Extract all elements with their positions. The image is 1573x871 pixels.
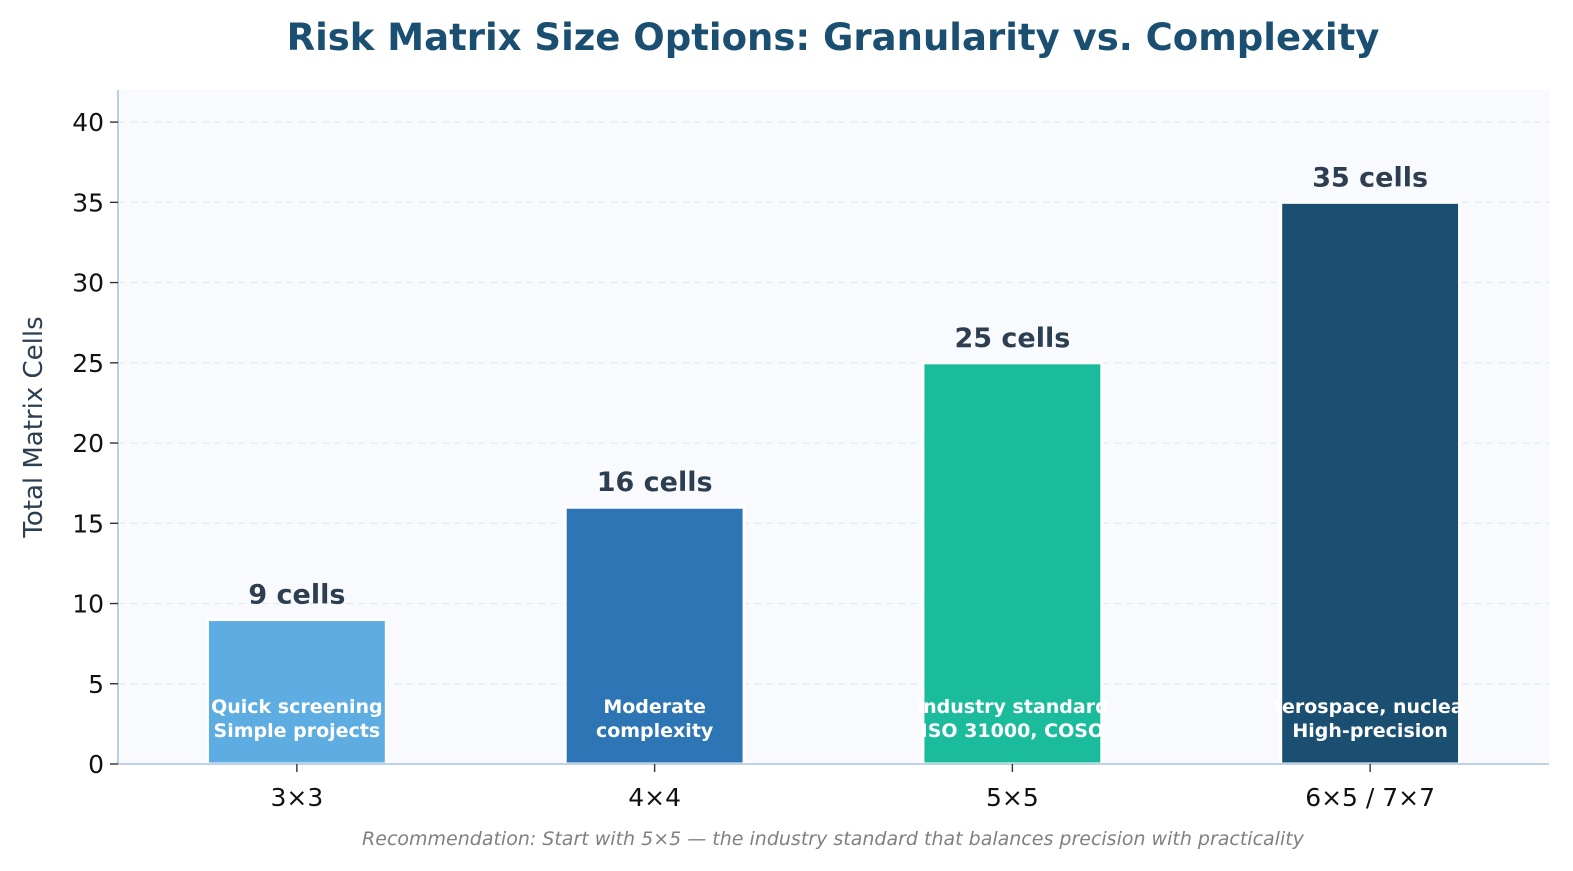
bar-description-line: Quick screening: [211, 696, 383, 718]
bar-description-line: Simple projects: [214, 720, 381, 742]
bar-description-line: complexity: [596, 720, 714, 742]
y-tick-label: 10: [72, 590, 104, 619]
bar-value-label: 25 cells: [954, 323, 1070, 354]
y-tick-label: 0: [88, 750, 104, 779]
y-tick-label: 5: [88, 670, 104, 699]
x-tick-label: 6×5 / 7×7: [1305, 783, 1435, 812]
bar-description-line: Aerospace, nuclear: [1267, 696, 1473, 718]
y-tick-label: 40: [72, 108, 104, 137]
bar: [921, 361, 1104, 766]
y-ticks: 0 5 10 15 20 25 30 35 40: [72, 108, 118, 779]
y-tick-label: 25: [72, 349, 104, 378]
bar: [205, 618, 388, 766]
y-axis-label: Total Matrix Cells: [19, 316, 49, 538]
bar-value-label: 16 cells: [597, 467, 713, 498]
bar: [563, 505, 746, 766]
y-tick-label: 30: [72, 269, 104, 298]
y-tick-label: 35: [72, 188, 104, 217]
y-tick-label: 15: [72, 509, 104, 538]
x-tick-label: 3×3: [270, 783, 323, 812]
bar-description-line: Moderate: [603, 696, 706, 718]
bar-value-label: 35 cells: [1312, 162, 1428, 193]
bar: [1279, 200, 1462, 766]
bar-value-label: 9 cells: [248, 580, 345, 611]
x-tick-label: 5×5: [986, 783, 1039, 812]
bar-description-line: ISO 31000, COSO: [921, 720, 1104, 742]
bar-description-line: High-precision: [1292, 720, 1447, 742]
x-ticks: 3×3 4×4 5×5 6×5 / 7×7: [270, 764, 1435, 812]
x-tick-label: 4×4: [628, 783, 681, 812]
chart-title: Risk Matrix Size Options: Granularity vs…: [287, 16, 1380, 59]
bar-description-line: Industry standard: [916, 696, 1109, 718]
footnote: Recommendation: Start with 5×5 — the ind…: [362, 828, 1305, 850]
y-tick-label: 20: [72, 429, 104, 458]
